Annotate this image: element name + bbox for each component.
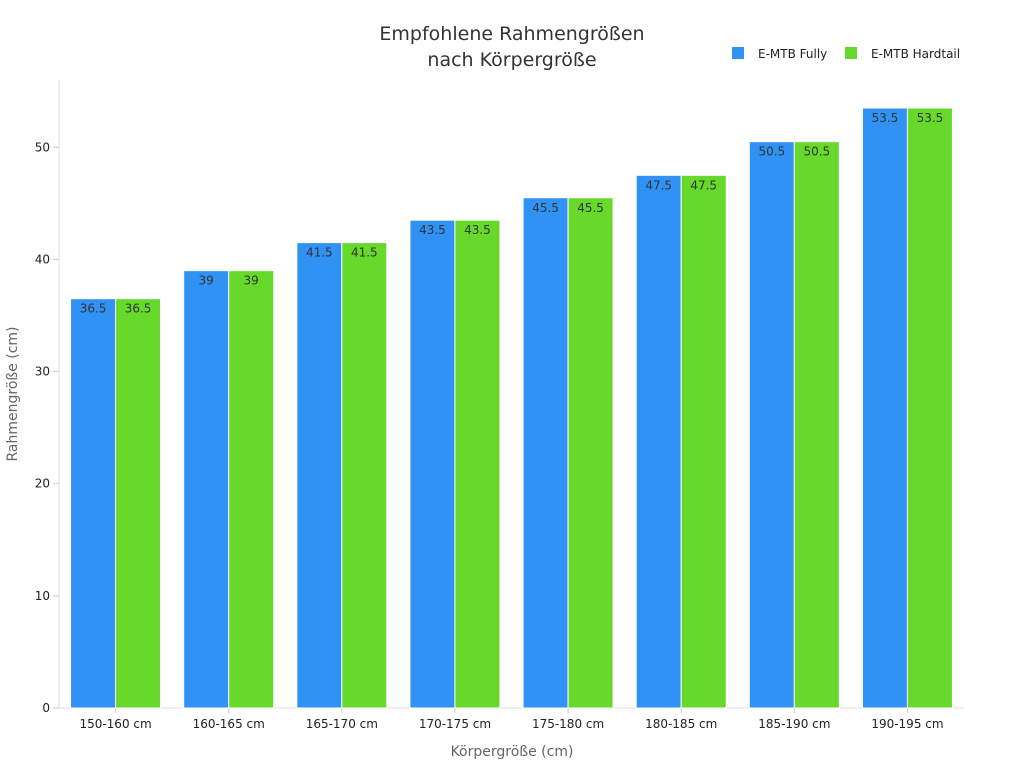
y-axis-ticks: 0 10 20 30 40 50 [35, 140, 59, 715]
data-label-e-mtb-fully-190-195-cm: 53.5 [872, 111, 899, 125]
y-axis-label: Rahmengröße (cm) [5, 326, 21, 461]
x-tick-label-175-180-cm: 175-180 cm [532, 717, 604, 731]
chart-title-line-1: Empfohlene Rahmengrößen [379, 23, 644, 45]
bar-e-mtb-fully-180-185-cm [635, 174, 682, 709]
bar-e-mtb-fully-160-165-cm [183, 270, 230, 709]
data-label-e-mtb-fully-150-160-cm: 36.5 [80, 302, 107, 316]
chart-title-line-2: nach Körpergröße [427, 49, 596, 71]
x-tick-label-160-165-cm: 160-165 cm [193, 717, 265, 731]
x-tick-label-190-195-cm: 190-195 cm [871, 717, 943, 731]
data-label-e-mtb-hardtail-175-180-cm: 45.5 [577, 201, 604, 215]
y-tick-label-0: 0 [42, 701, 50, 715]
bar-e-mtb-hardtail-190-195-cm [906, 107, 953, 709]
bar-e-mtb-hardtail-175-180-cm [567, 197, 614, 709]
data-label-e-mtb-hardtail-180-185-cm: 47.5 [690, 178, 717, 192]
bar-e-mtb-hardtail-150-160-cm [115, 298, 162, 709]
bar-e-mtb-hardtail-165-170-cm [341, 242, 388, 709]
y-tick-label-30: 30 [35, 365, 50, 379]
bar-e-mtb-hardtail-160-165-cm [228, 270, 275, 709]
x-tick-label-170-175-cm: 170-175 cm [419, 717, 491, 731]
x-tick-label-185-190-cm: 185-190 cm [758, 717, 830, 731]
x-tick-label-180-185-cm: 180-185 cm [645, 717, 717, 731]
legend-swatch-e-mtb-fully [732, 47, 744, 59]
y-tick-label-10: 10 [35, 589, 50, 603]
legend-swatch-e-mtb-hardtail [845, 47, 857, 59]
y-tick-label-40: 40 [35, 252, 50, 266]
bars: 36.5 36.5 39 39 41.5 41.5 43.5 43.5 45.5 45.5 47.5… [70, 107, 953, 709]
data-label-e-mtb-hardtail-150-160-cm: 36.5 [125, 302, 152, 316]
bar-e-mtb-fully-185-190-cm [748, 141, 795, 709]
bar-e-mtb-fully-170-175-cm [409, 219, 456, 709]
x-tick-label-165-170-cm: 165-170 cm [306, 717, 378, 731]
x-axis-label: Körpergröße (cm) [451, 744, 574, 760]
bar-e-mtb-fully-165-170-cm [296, 242, 343, 709]
bar-e-mtb-hardtail-180-185-cm [680, 174, 727, 709]
bar-e-mtb-fully-175-180-cm [522, 197, 569, 709]
data-label-e-mtb-fully-170-175-cm: 43.5 [419, 223, 446, 237]
bar-e-mtb-hardtail-170-175-cm [454, 219, 501, 709]
x-axis-ticks: 150-160 cm 160-165 cm 165-170 cm 170-175 cm… [79, 708, 944, 731]
bar-e-mtb-fully-190-195-cm [861, 107, 908, 709]
data-label-e-mtb-fully-180-185-cm: 47.5 [645, 178, 672, 192]
data-label-e-mtb-hardtail-160-165-cm: 39 [244, 274, 259, 288]
data-label-e-mtb-hardtail-185-190-cm: 50.5 [803, 145, 830, 159]
y-tick-label-50: 50 [35, 140, 50, 154]
legend-label-e-mtb-fully: E-MTB Fully [758, 47, 827, 61]
legend-label-e-mtb-hardtail: E-MTB Hardtail [871, 47, 960, 61]
data-label-e-mtb-hardtail-190-195-cm: 53.5 [917, 111, 944, 125]
data-label-e-mtb-hardtail-165-170-cm: 41.5 [351, 246, 378, 260]
data-label-e-mtb-hardtail-170-175-cm: 43.5 [464, 223, 491, 237]
y-tick-label-20: 20 [35, 477, 50, 491]
data-label-e-mtb-fully-175-180-cm: 45.5 [532, 201, 559, 215]
data-label-e-mtb-fully-165-170-cm: 41.5 [306, 246, 333, 260]
bar-e-mtb-hardtail-185-190-cm [793, 141, 840, 709]
legend: E-MTB Fully E-MTB Hardtail [732, 47, 960, 61]
data-label-e-mtb-fully-185-190-cm: 50.5 [758, 145, 785, 159]
data-label-e-mtb-fully-160-165-cm: 39 [199, 274, 214, 288]
x-tick-label-150-160-cm: 150-160 cm [79, 717, 151, 731]
bar-e-mtb-fully-150-160-cm [70, 298, 117, 709]
